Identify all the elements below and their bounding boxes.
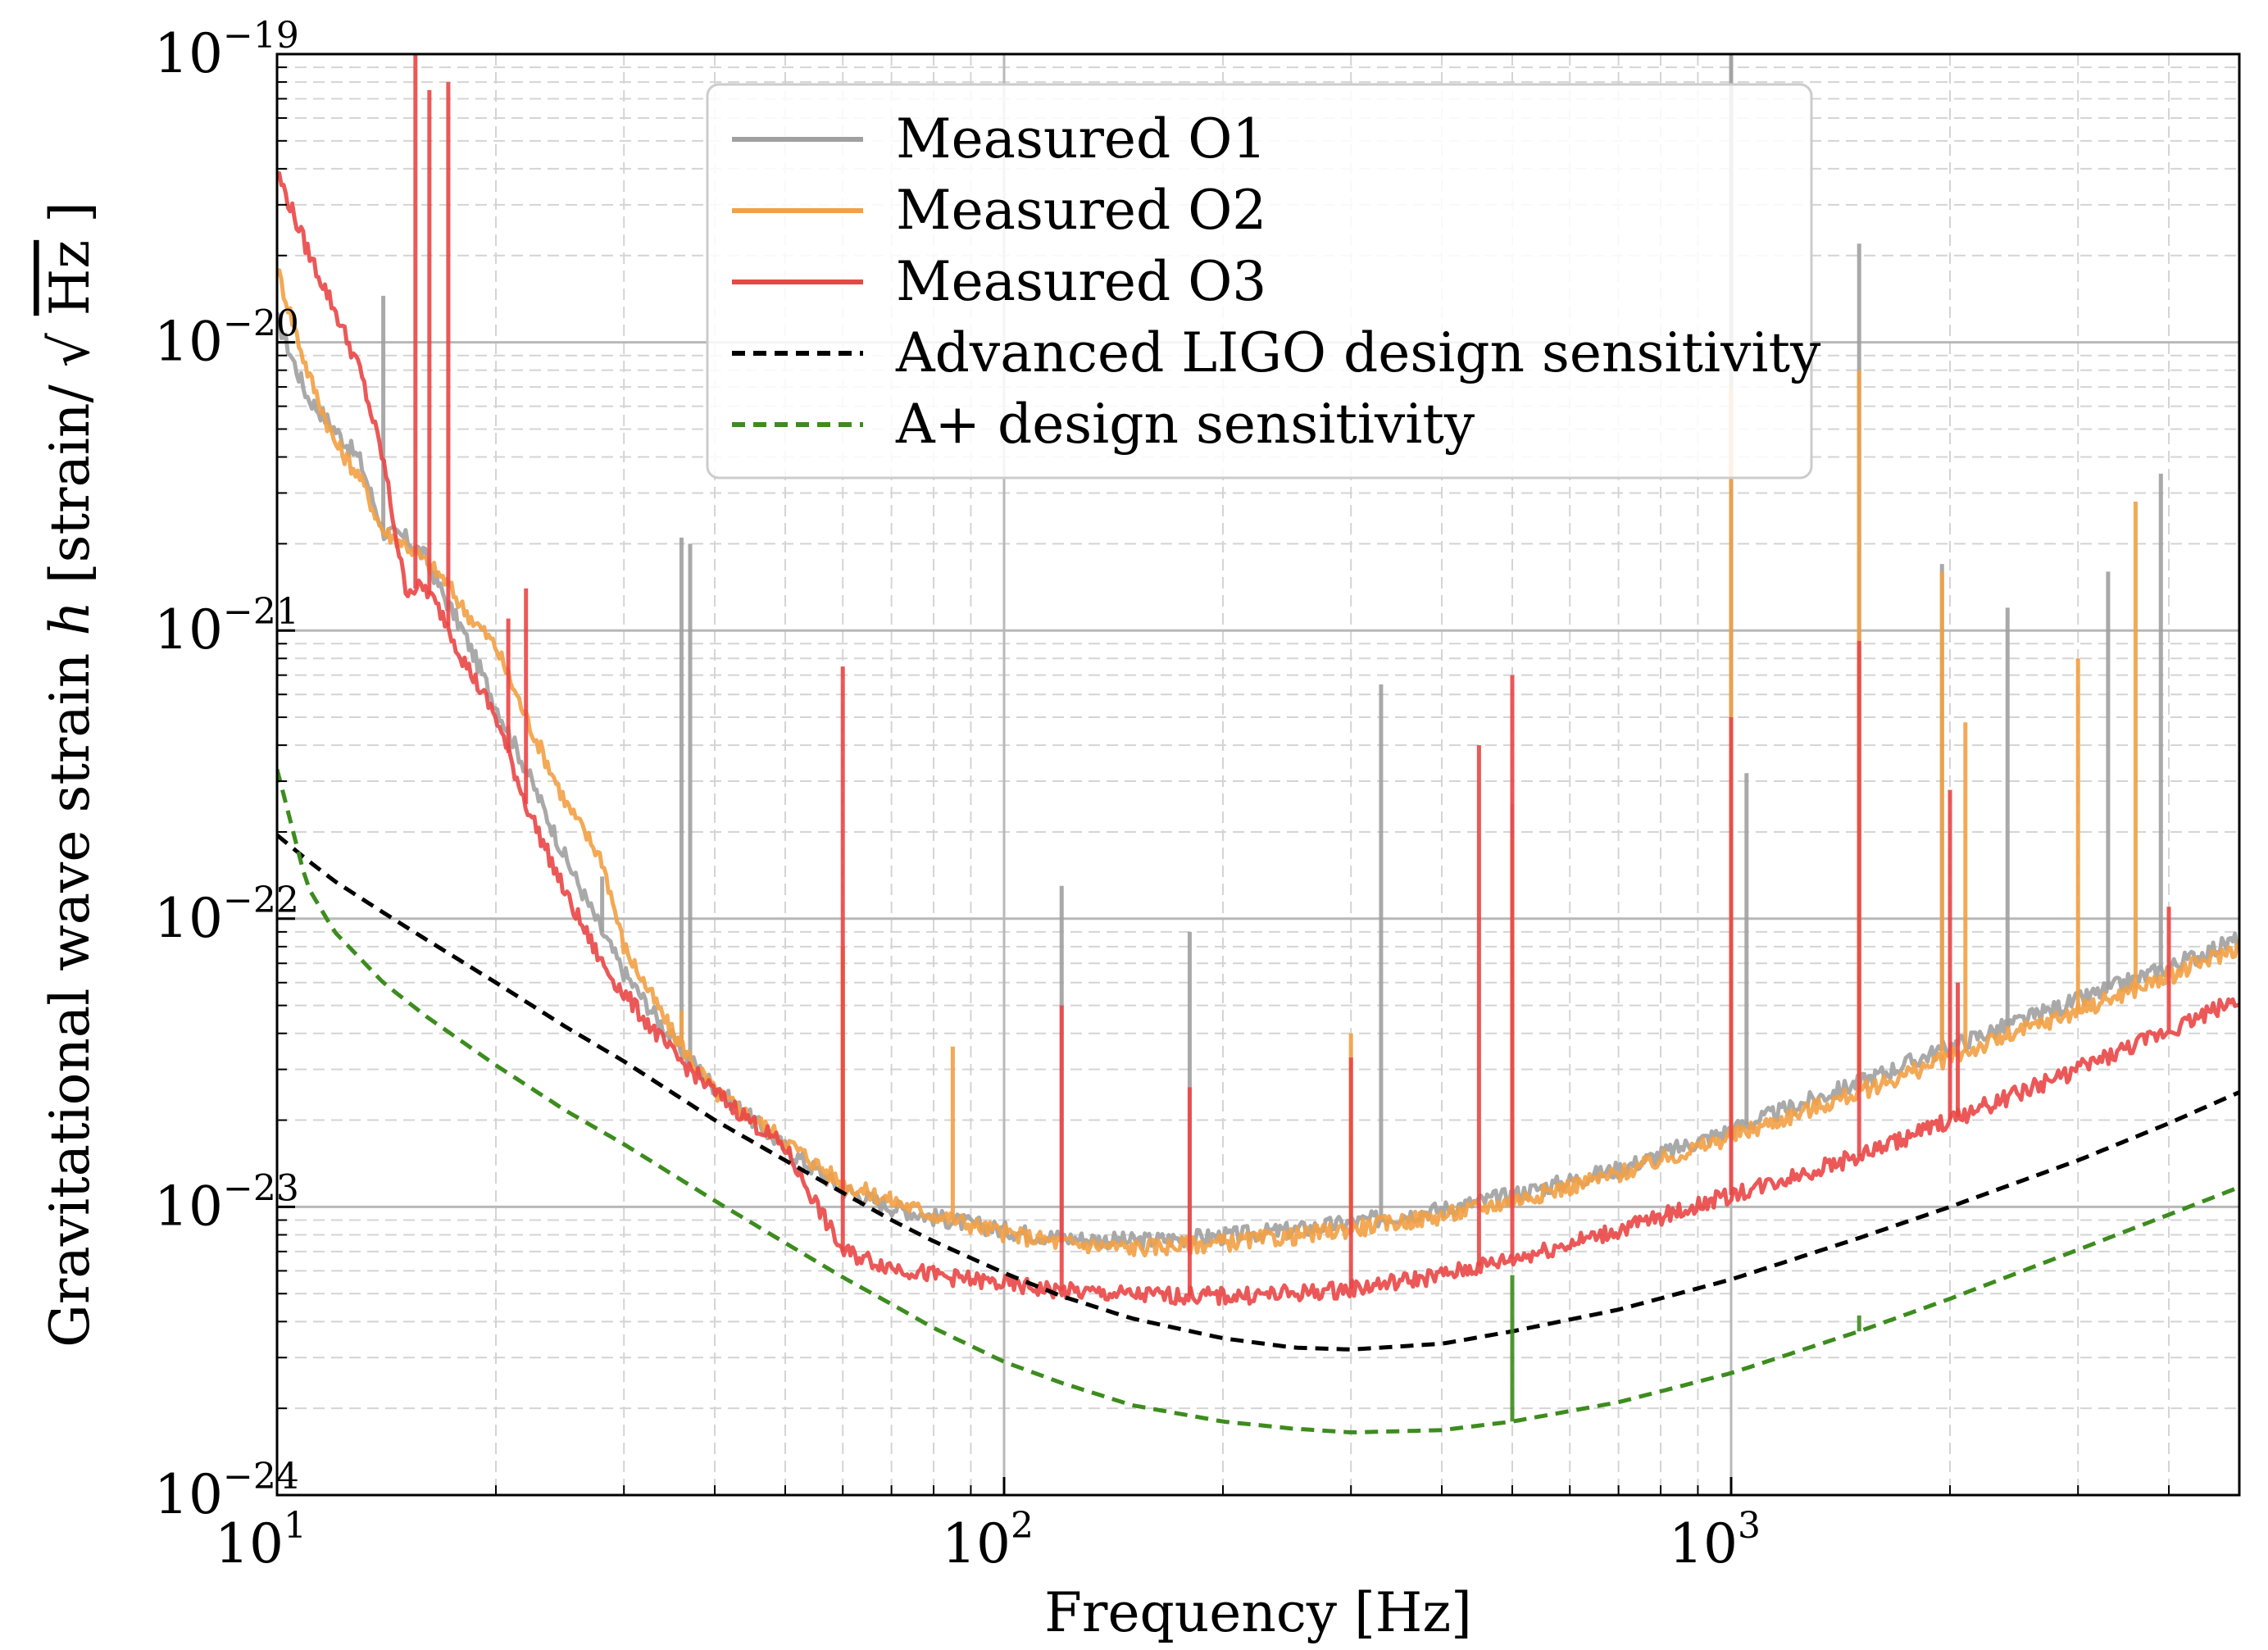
plot-frame <box>275 52 2241 1497</box>
y-tick-label: 10−23 <box>154 1167 299 1238</box>
y-axis-title-units-prefix: [strain/ <box>39 384 102 584</box>
y-axis-title-units-radicand: Hz <box>39 240 102 316</box>
series-line <box>277 768 2239 1434</box>
legend-label: Measured O1 <box>896 107 1266 170</box>
legend-item: Measured O1 <box>732 107 1266 170</box>
x-tick-label: 103 <box>1669 1505 1761 1575</box>
legend-label: A+ design sensitivity <box>895 393 1475 456</box>
series-line <box>277 170 2239 1307</box>
y-axis-title-text: Gravitational wave strain <box>39 653 102 1348</box>
series-line <box>277 268 2239 1258</box>
legend-box <box>706 83 1813 480</box>
x-axis-title: Frequency [Hz] <box>1044 1581 1472 1644</box>
legend-item: Measured O3 <box>732 250 1266 313</box>
legend-label: Measured O2 <box>896 179 1266 242</box>
svg-text:Gravitational wave strain: Gravitational wave strain h [strain/ √ H… <box>39 202 102 1348</box>
series-layer <box>277 54 2239 1434</box>
series-advanced-ligo-design-sensitivity <box>277 833 2239 1352</box>
legend-item: A+ design sensitivity <box>732 393 1475 456</box>
y-axis-title: Gravitational wave strain h [strain/ √ H… <box>39 202 102 1348</box>
series-line <box>277 833 2239 1352</box>
sqrt-sign: √ <box>39 332 102 367</box>
tick-labels: 101 102 103 10−24 10−23 10−22 10−21 10−20 10−19 <box>154 15 1761 1575</box>
y-tick-label: 10−24 <box>154 1456 299 1526</box>
y-tick-label: 10−20 <box>154 303 299 374</box>
x-tick-label: 101 <box>215 1505 307 1575</box>
legend-label: Measured O3 <box>896 250 1266 313</box>
legend-item: Advanced LIGO design sensitivity <box>732 321 1821 384</box>
y-axis-title-variable: h <box>39 601 102 636</box>
y-tick-label: 10−19 <box>154 15 299 85</box>
axis-ticks <box>275 66 2240 1497</box>
y-axis-title-units-suffix: ] <box>39 202 102 223</box>
legend-item: Measured O2 <box>732 179 1266 242</box>
y-tick-label: 10−21 <box>154 591 299 661</box>
y-tick-label: 10−22 <box>154 880 299 950</box>
legend: Measured O1 Measured O2 Measured O3 Advance… <box>706 83 1821 480</box>
x-tick-label: 102 <box>942 1505 1034 1575</box>
series-a-design-sensitivity <box>277 768 2239 1434</box>
series-measured-o3 <box>277 54 2239 1307</box>
legend-label: Advanced LIGO design sensitivity <box>895 321 1821 384</box>
